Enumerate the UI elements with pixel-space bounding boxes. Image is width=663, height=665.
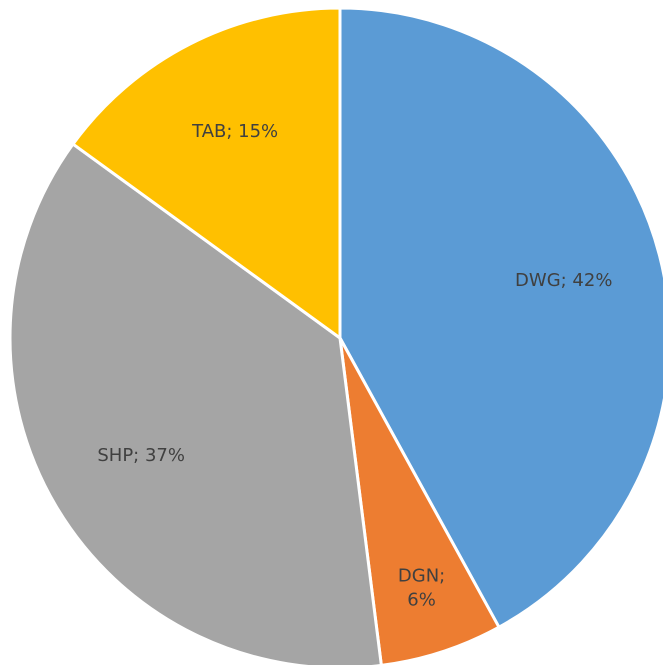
pie-slice (338, 336, 501, 665)
pie-slice (338, 6, 663, 629)
data-label: SHP; 37% (97, 444, 185, 466)
data-label: DGN; 6% (397, 565, 446, 612)
data-label: TAB; 15% (192, 121, 279, 143)
data-label: DWG; 42% (515, 269, 613, 291)
pie-slice (71, 6, 342, 340)
pie-slice (8, 142, 383, 665)
